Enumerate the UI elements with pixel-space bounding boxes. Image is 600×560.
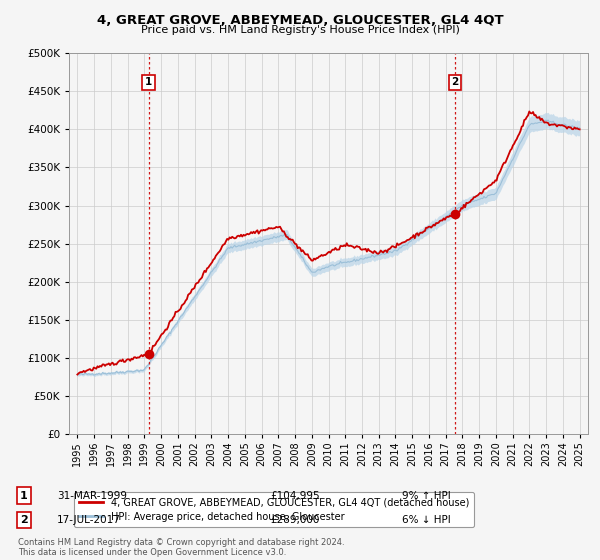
Text: 2: 2 bbox=[451, 77, 458, 87]
Text: 2: 2 bbox=[20, 515, 28, 525]
Text: £104,995: £104,995 bbox=[270, 491, 320, 501]
Text: £289,000: £289,000 bbox=[270, 515, 319, 525]
Legend: 4, GREAT GROVE, ABBEYMEAD, GLOUCESTER, GL4 4QT (detached house), HPI: Average pr: 4, GREAT GROVE, ABBEYMEAD, GLOUCESTER, G… bbox=[74, 492, 474, 527]
Text: 9% ↑ HPI: 9% ↑ HPI bbox=[402, 491, 451, 501]
Text: 4, GREAT GROVE, ABBEYMEAD, GLOUCESTER, GL4 4QT: 4, GREAT GROVE, ABBEYMEAD, GLOUCESTER, G… bbox=[97, 14, 503, 27]
Text: 1: 1 bbox=[20, 491, 28, 501]
Text: 1: 1 bbox=[145, 77, 152, 87]
Text: Contains HM Land Registry data © Crown copyright and database right 2024.
This d: Contains HM Land Registry data © Crown c… bbox=[18, 538, 344, 557]
Text: 6% ↓ HPI: 6% ↓ HPI bbox=[402, 515, 451, 525]
Text: Price paid vs. HM Land Registry's House Price Index (HPI): Price paid vs. HM Land Registry's House … bbox=[140, 25, 460, 35]
Text: 17-JUL-2017: 17-JUL-2017 bbox=[57, 515, 121, 525]
Text: 31-MAR-1999: 31-MAR-1999 bbox=[57, 491, 127, 501]
